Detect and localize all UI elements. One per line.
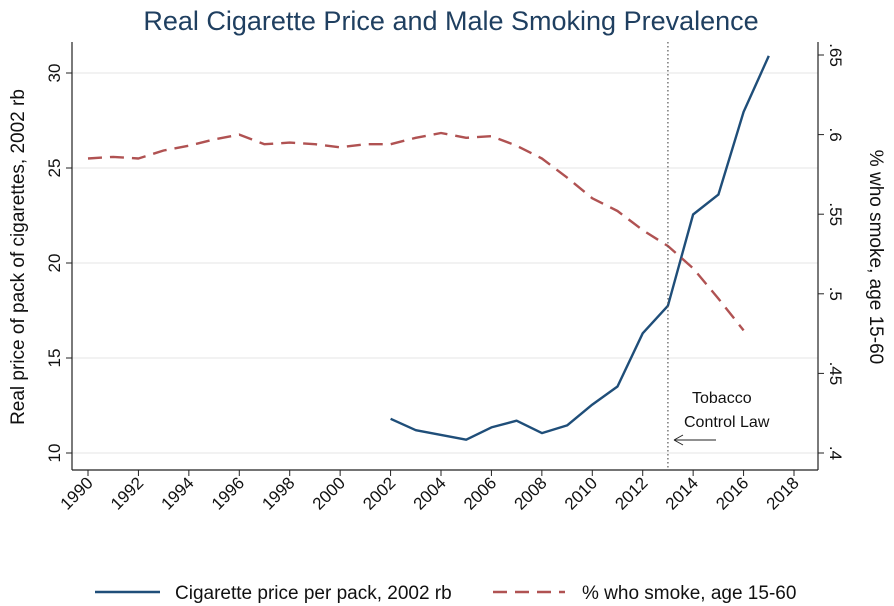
- x-tick-label: 2016: [712, 473, 752, 513]
- y2-tick-label: .65: [826, 43, 845, 67]
- y2-axis-label: % who smoke, age 15-60: [865, 150, 886, 364]
- chart-title: Real Cigarette Price and Male Smoking Pr…: [143, 6, 758, 36]
- annotation-line-2: Control Law: [684, 414, 770, 431]
- x-tick-label: 1990: [57, 473, 97, 513]
- x-tick-label: 2000: [309, 473, 349, 513]
- legend: Cigarette price per pack, 2002 rb % who s…: [95, 583, 796, 604]
- x-tick-label: 1992: [107, 473, 147, 513]
- legend-label-smoke: % who smoke, age 15-60: [582, 583, 796, 604]
- y2-tick-label: .5: [826, 287, 845, 301]
- y-tick-label: 20: [45, 254, 64, 273]
- series-lines: [87, 55, 770, 441]
- y2-tick-label: .45: [826, 362, 845, 386]
- series-line-1: [390, 55, 770, 441]
- y2-tick-label: .6: [826, 128, 845, 142]
- x-tick-label: 2006: [460, 473, 500, 513]
- gridlines: [72, 72, 818, 454]
- x-tick-label: 2018: [763, 473, 803, 513]
- x-tick-label: 2004: [410, 473, 450, 513]
- x-tick-label: 1998: [258, 473, 298, 513]
- x-tick-label: 2010: [561, 473, 601, 513]
- y-tick-label: 15: [45, 349, 64, 368]
- annotation-layer: Tobacco Control Law: [667, 42, 770, 470]
- axes: [71, 42, 819, 471]
- y2-tick-label: .55: [826, 202, 845, 226]
- legend-label-price: Cigarette price per pack, 2002 rb: [175, 583, 452, 604]
- y-tick-label: 25: [45, 159, 64, 178]
- x-tick-label: 2008: [511, 473, 551, 513]
- annotation-arrowhead: [673, 434, 684, 446]
- x-tick-label: 2014: [662, 473, 702, 513]
- y-axis-label: Real price of pack of cigarettes, 2002 r…: [8, 89, 29, 425]
- y-tick-label: 10: [45, 444, 64, 463]
- x-tick-label: 2012: [611, 473, 651, 513]
- series-line-2: [87, 131, 745, 332]
- y2-tick-label: .4: [826, 446, 845, 460]
- y-tick-label: 30: [45, 64, 64, 83]
- x-tick-label: 2002: [359, 473, 399, 513]
- annotation-line-1: Tobacco: [692, 390, 752, 407]
- x-tick-label: 1994: [158, 473, 198, 513]
- x-tick-label: 1996: [208, 473, 248, 513]
